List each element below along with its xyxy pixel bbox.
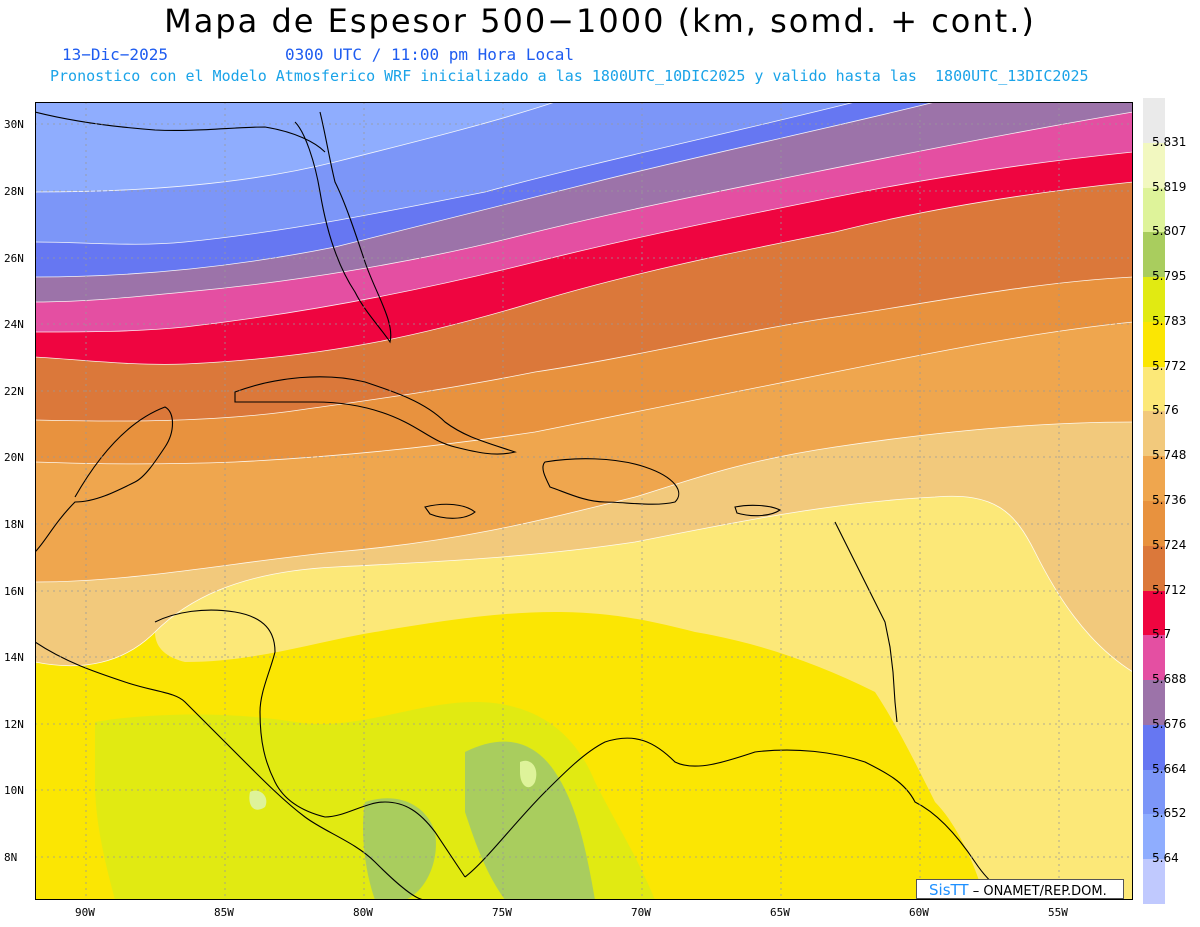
band-5.819 [520, 760, 537, 788]
forecast-date: 13−Dic−2025 [62, 45, 168, 64]
lon-label: 90W [75, 906, 95, 919]
contour-fills [35, 102, 1133, 900]
puerto-rico [734, 504, 782, 517]
cuba [234, 376, 517, 455]
legend-level-label: 5.772 [1152, 358, 1187, 373]
legend-swatch [1143, 590, 1165, 636]
band-5.664 [35, 102, 855, 245]
florida [294, 111, 392, 344]
legend-swatch [1143, 724, 1165, 770]
grid-lines [35, 102, 1133, 900]
legend-level-label: 5.7 [1152, 627, 1172, 642]
lon-label: 60W [909, 906, 929, 919]
lat-label: 24N [4, 318, 24, 331]
central-america [35, 641, 426, 900]
band-5.772 [155, 496, 1133, 900]
credit-text: – ONAMET/REP.DOM. [972, 884, 1107, 899]
forecast-description: Pronostico con el Modelo Atmosferico WRF… [50, 67, 1089, 85]
legend-level-label: 5.831 [1152, 134, 1187, 149]
legend-swatch [1143, 232, 1165, 278]
legend-swatch [1143, 366, 1165, 412]
legend-swatch [1143, 859, 1165, 904]
central-america-east [154, 609, 466, 878]
lon-label: 70W [631, 906, 651, 919]
legend-level-label: 5.76 [1152, 403, 1179, 418]
legend-swatch [1143, 456, 1165, 501]
legend-swatch [1143, 680, 1165, 725]
legend-level-label: 5.688 [1152, 672, 1187, 687]
legend-level-label: 5.736 [1152, 493, 1187, 507]
legend-level-label: 5.807 [1152, 224, 1187, 239]
legend-swatch [1143, 98, 1165, 143]
lat-label: 18N [4, 518, 24, 531]
lon-label: 65W [770, 906, 790, 919]
south-america-north-coast [464, 737, 1036, 900]
lat-label: 26N [4, 252, 24, 265]
legend-level-label: 5.712 [1152, 582, 1187, 597]
lat-label: 12N [4, 718, 24, 731]
credit-box: SisTT – ONAMET/REP.DOM. [916, 879, 1124, 899]
band-5.819b [249, 790, 267, 810]
lat-label: 30N [4, 118, 24, 131]
legend-level-label: 5.795 [1152, 269, 1187, 284]
thickness-map [35, 102, 1133, 900]
legend-swatch [1143, 635, 1165, 681]
lat-label: 14N [4, 651, 24, 664]
legend-level-label: 5.676 [1152, 716, 1187, 731]
band-5.652 [35, 102, 555, 192]
sistt-logo: SisTT [929, 881, 969, 899]
yucatan [35, 406, 174, 553]
lat-label: 8N [4, 851, 18, 864]
lat-label: 16N [4, 585, 24, 598]
legend-level-label: 5.724 [1152, 537, 1187, 552]
legend-swatch [1143, 545, 1165, 591]
forecast-time: 0300 UTC / 11:00 pm Hora Local [285, 45, 574, 64]
legend-swatch [1143, 411, 1165, 457]
band-5.712 [35, 152, 1133, 365]
legend-level-label: 5.783 [1152, 313, 1187, 328]
lon-label: 85W [214, 906, 234, 919]
legend-level-label: 5.819 [1152, 179, 1187, 194]
legend-level-label: 5.652 [1152, 806, 1187, 821]
band-5.748 [35, 322, 1133, 582]
contour-lines [35, 102, 1133, 673]
band-5.724 [35, 182, 1133, 422]
legend-swatch [1143, 187, 1165, 233]
coastlines [35, 111, 1036, 900]
lat-label: 10N [4, 784, 24, 797]
band-5.676 [35, 102, 935, 277]
legend-swatch [1143, 277, 1165, 322]
legend-level-label: 5.748 [1152, 448, 1187, 463]
legend-level-label: 5.664 [1152, 761, 1187, 776]
band-5.807b [363, 798, 436, 900]
band-5.7 [35, 112, 1133, 332]
lat-label: 22N [4, 385, 24, 398]
jamaica [424, 503, 476, 519]
lat-label: 20N [4, 451, 24, 464]
us-gulf-coast [35, 111, 326, 153]
lat-label: 28N [4, 185, 24, 198]
legend-swatch [1143, 321, 1165, 367]
hispaniola [542, 458, 680, 505]
legend-level-label: 5.64 [1152, 851, 1179, 866]
legend-swatch [1143, 501, 1165, 546]
legend-swatch [1143, 142, 1165, 188]
legend-swatch [1143, 769, 1165, 815]
band-5.76 [35, 422, 1133, 672]
lesser-antilles [834, 521, 898, 723]
lon-label: 55W [1048, 906, 1068, 919]
map-title: Mapa de Espesor 500−1000 (km, somd. + co… [164, 2, 1036, 40]
lon-label: 75W [492, 906, 512, 919]
legend-swatch [1143, 814, 1165, 860]
band-5.807 [465, 741, 595, 900]
lon-label: 80W [353, 906, 373, 919]
